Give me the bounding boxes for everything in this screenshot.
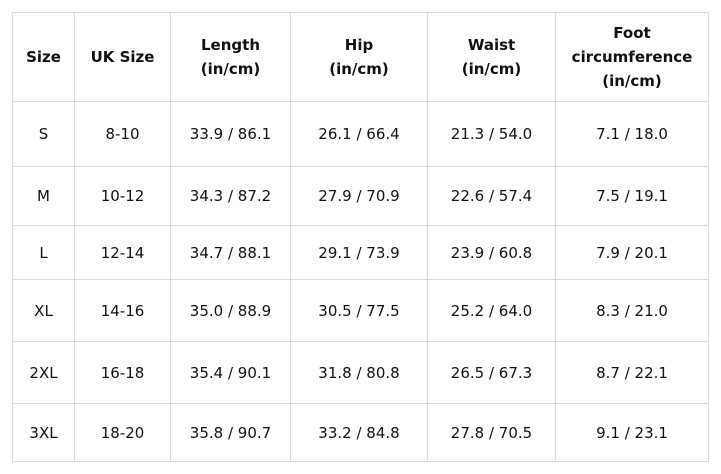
table-cell: 10-12 (74, 166, 171, 226)
table-row: L 12-14 34.7 / 88.1 29.1 / 73.9 23.9 / 60.8 7… (12, 225, 709, 280)
table-row: S 8-10 33.9 / 86.1 26.1 / 66.4 21.3 / 54.0 7.… (12, 101, 709, 167)
table-cell: L (12, 225, 75, 280)
table-cell: 18-20 (74, 403, 171, 462)
table-cell: 9.1 / 23.1 (555, 403, 709, 462)
header-text: UK Size (90, 48, 155, 66)
table-cell: 23.9 / 60.8 (427, 225, 556, 280)
header-row: Size UK Size Length (in/cm) Hip (in/cm) Waist (… (12, 12, 709, 102)
table-cell: 8.7 / 22.1 (555, 341, 709, 404)
table-cell: 8-10 (74, 101, 171, 167)
header-text: (in/cm) (602, 72, 662, 90)
header-text: (in/cm) (329, 60, 389, 78)
table-cell: 29.1 / 73.9 (290, 225, 428, 280)
header-cell: UK Size (74, 12, 171, 102)
table-cell: 33.9 / 86.1 (170, 101, 291, 167)
header-text: circumference (571, 48, 693, 66)
table-cell: 30.5 / 77.5 (290, 279, 428, 342)
table-cell: 25.2 / 64.0 (427, 279, 556, 342)
table-cell: 35.4 / 90.1 (170, 341, 291, 404)
table-cell: 2XL (12, 341, 75, 404)
table-row: M 10-12 34.3 / 87.2 27.9 / 70.9 22.6 / 57.4 7… (12, 166, 709, 226)
header-cell: Size (12, 12, 75, 102)
table-cell: 8.3 / 21.0 (555, 279, 709, 342)
table-cell: 26.1 / 66.4 (290, 101, 428, 167)
header-cell: Length (in/cm) (170, 12, 291, 102)
header-text: (in/cm) (461, 60, 522, 78)
table-cell: 27.8 / 70.5 (427, 403, 556, 462)
table-cell: 35.8 / 90.7 (170, 403, 291, 462)
table-cell: M (12, 166, 75, 226)
table-row: 2XL 16-18 35.4 / 90.1 31.8 / 80.8 26.5 / 67.… (12, 341, 709, 404)
table-cell: 7.1 / 18.0 (555, 101, 709, 167)
header-text: Hip (344, 36, 374, 54)
table-cell: 7.9 / 20.1 (555, 225, 709, 280)
table-cell: 31.8 / 80.8 (290, 341, 428, 404)
table-cell: 27.9 / 70.9 (290, 166, 428, 226)
table-row: XL 14-16 35.0 / 88.9 30.5 / 77.5 25.2 / 64.0… (12, 279, 709, 342)
size-chart: Size UK Size Length (in/cm) Hip (in/cm) Waist (… (12, 12, 709, 462)
table-cell: 33.2 / 84.8 (290, 403, 428, 462)
header-text: Length (201, 36, 260, 54)
header-text: Waist (467, 36, 516, 54)
table-cell: 34.3 / 87.2 (170, 166, 291, 226)
table-cell: 14-16 (74, 279, 171, 342)
size-table: Size UK Size Length (in/cm) Hip (in/cm) Waist (… (12, 12, 709, 462)
header-text: (in/cm) (200, 60, 261, 78)
table-cell: 26.5 / 67.3 (427, 341, 556, 404)
table-cell: 16-18 (74, 341, 171, 404)
table-cell: 22.6 / 57.4 (427, 166, 556, 226)
table-cell: S (12, 101, 75, 167)
header-text: Foot (613, 24, 651, 42)
table-row: 3XL 18-20 35.8 / 90.7 33.2 / 84.8 27.8 / 70.… (12, 403, 709, 462)
table-cell: 3XL (12, 403, 75, 462)
header-text: Size (26, 48, 61, 66)
header-cell: Foot circumference (in/cm) (555, 12, 709, 102)
table-cell: 7.5 / 19.1 (555, 166, 709, 226)
header-cell: Waist (in/cm) (427, 12, 556, 102)
table-cell: 34.7 / 88.1 (170, 225, 291, 280)
table-cell: 35.0 / 88.9 (170, 279, 291, 342)
table-cell: 12-14 (74, 225, 171, 280)
table-cell: 21.3 / 54.0 (427, 101, 556, 167)
header-cell: Hip (in/cm) (290, 12, 428, 102)
table-cell: XL (12, 279, 75, 342)
